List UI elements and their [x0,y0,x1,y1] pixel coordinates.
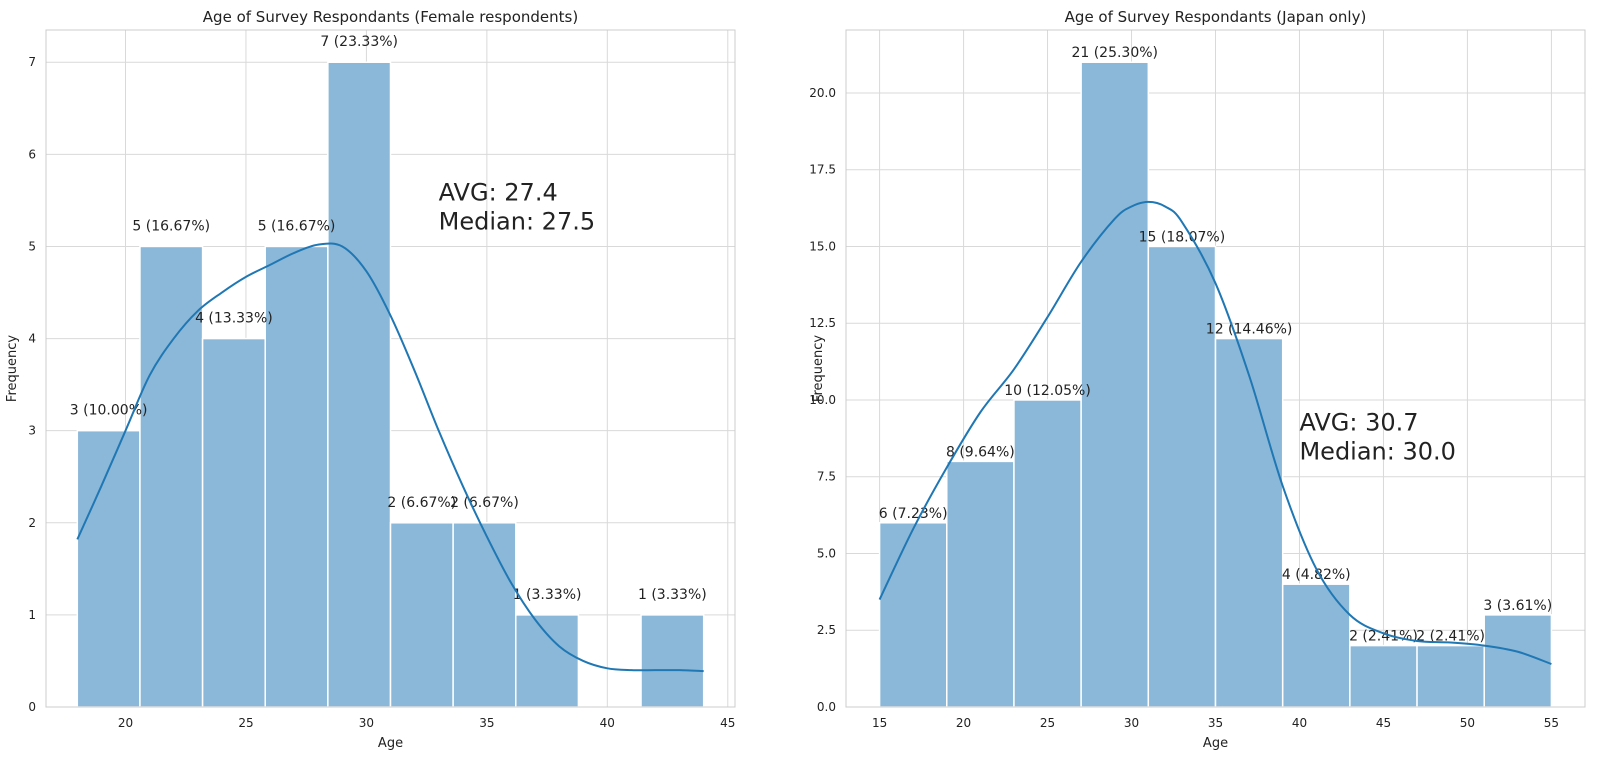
female-bar [327,61,392,708]
female-x-tick-label: 20 [118,716,133,730]
japan-y-tick-label: 17.5 [809,163,836,177]
japan-x-axis-label: Age [1203,736,1228,751]
japan-x-tick-label: 30 [1124,716,1139,730]
japan-bar-label: 21 (25.30%) [1071,45,1158,61]
japan-x-tick-label: 55 [1544,716,1559,730]
japan-bar-label: 10 (12.05%) [1004,383,1091,399]
female-bar-label: 4 (13.33%) [195,311,273,327]
female-plot-frame [45,29,736,708]
female-y-tick-label: 0 [28,700,36,714]
japan-bar-label: 4 (4.82%) [1282,567,1351,583]
female-x-tick-label: 45 [720,716,735,730]
japan-y-tick-label: 15.0 [809,239,836,253]
japan-y-tick-label: 2.5 [817,623,836,637]
female-y-tick-label: 6 [28,147,36,161]
female-median-annotation: Median: 27.5 [439,207,595,235]
japan-bar-label: 12 (14.46%) [1206,322,1293,338]
japan-y-axis-label: Frequency [811,335,826,402]
japan-bar [1281,583,1351,708]
female-bar [389,522,454,708]
female-bar [640,614,705,708]
japan-bar [1483,614,1553,708]
japan-x-tick-label: 45 [1376,716,1391,730]
female-y-axis-label: Frequency [5,335,20,402]
female-x-tick-label: 35 [479,716,494,730]
female-bar-label: 3 (10.00%) [70,403,148,419]
japan-y-tick-label: 12.5 [809,316,836,330]
japan-x-tick-label: 15 [872,716,887,730]
female-y-tick-label: 2 [28,516,36,530]
japan-bar [1214,337,1284,708]
japan-only-histogram: 0.0 2.5 5.0 7.5 10.0 12.5 15.0 17.5 20.0 15 20 25 30… [809,8,1586,751]
japan-bar [1013,399,1082,708]
female-x-tick-label: 25 [238,716,253,730]
female-bar [452,522,517,708]
female-avg-annotation: AVG: 27.4 [439,178,558,206]
female-y-tick-label: 1 [28,608,36,622]
japan-chart-title: Age of Survey Respondants (Japan only) [1065,8,1367,26]
female-y-tick-label: 4 [28,332,36,346]
female-bar-label: 5 (16.67%) [132,218,210,234]
japan-bar [1349,644,1418,708]
japan-avg-annotation: AVG: 30.7 [1299,409,1418,437]
japan-x-tick-label: 20 [956,716,971,730]
japan-median-annotation: Median: 30.0 [1299,438,1455,466]
japan-bar [878,522,948,708]
female-x-axis-label: Age [378,736,403,751]
japan-plot-frame [845,29,1586,708]
japan-y-tick-label: 20.0 [809,86,836,100]
japan-x-tick-label: 40 [1292,716,1307,730]
japan-bar-label: 8 (9.64%) [946,444,1015,460]
female-chart-title: Age of Survey Respondants (Female respon… [203,8,578,26]
japan-bar-label: 3 (3.61%) [1483,598,1552,614]
japan-bar [1416,644,1485,708]
female-bar-label: 7 (23.33%) [320,34,398,50]
female-bar [264,245,329,708]
japan-bar [1080,61,1150,708]
female-x-tick-label: 40 [600,716,615,730]
japan-y-tick-label: 5.0 [817,546,836,560]
japan-x-tick-label: 35 [1208,716,1223,730]
female-bar-label: 1 (3.33%) [638,587,707,603]
female-bar [201,337,266,708]
japan-bar-label: 2 (2.41%) [1349,629,1418,645]
japan-y-tick-label: 10.0 [809,393,836,407]
japan-kde-curve [878,200,1552,665]
japan-x-tick-label: 50 [1460,716,1475,730]
female-y-tick-label: 3 [28,424,36,438]
female-bar [76,429,141,708]
female-kde-curve [76,242,704,673]
female-bar-label: 5 (16.67%) [258,218,336,234]
japan-bar-label: 6 (7.23%) [879,506,948,522]
female-bar [515,614,580,708]
female-bar-label: 1 (3.33%) [513,587,582,603]
female-bar-label: 2 (6.67%) [387,495,456,511]
female-y-tick-label: 7 [28,55,36,69]
japan-bar [946,460,1015,708]
japan-bar [1147,245,1217,708]
female-x-tick-label: 30 [359,716,374,730]
female-bar-label: 2 (6.67%) [450,495,519,511]
female-y-tick-label: 5 [28,239,36,253]
japan-x-tick-label: 25 [1040,716,1055,730]
japan-bar-label: 15 (18.07%) [1139,229,1226,245]
japan-y-tick-label: 0.0 [817,700,836,714]
japan-y-tick-label: 7.5 [817,470,836,484]
japan-bar-label: 2 (2.41%) [1416,629,1485,645]
